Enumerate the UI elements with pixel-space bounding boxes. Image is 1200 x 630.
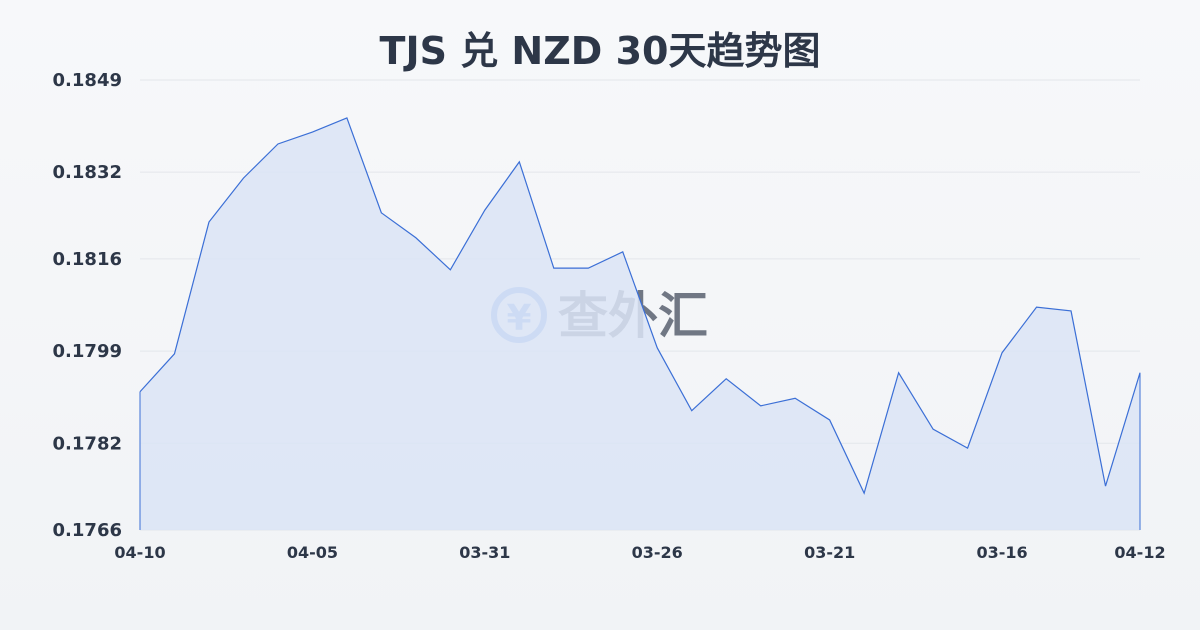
x-tick-label: 03-31 [459,543,510,562]
chart-title: TJS 兑 NZD 30天趋势图 [379,29,821,73]
x-tick-label: 04-12 [1114,543,1165,562]
x-tick-label: 04-10 [114,543,165,562]
x-tick-label: 03-21 [804,543,855,562]
x-tick-label: 03-26 [632,543,683,562]
y-tick-label: 0.1782 [53,433,122,454]
y-tick-label: 0.1766 [53,520,122,541]
x-tick-label: 04-05 [287,543,338,562]
y-tick-label: 0.1832 [53,162,122,183]
y-tick-label: 0.1816 [53,249,122,270]
x-tick-label: 03-16 [976,543,1027,562]
series-line [139,117,1141,495]
y-tick-label: 0.1849 [53,70,122,91]
y-tick-label: 0.1799 [53,341,122,362]
area-fill [140,117,1140,530]
